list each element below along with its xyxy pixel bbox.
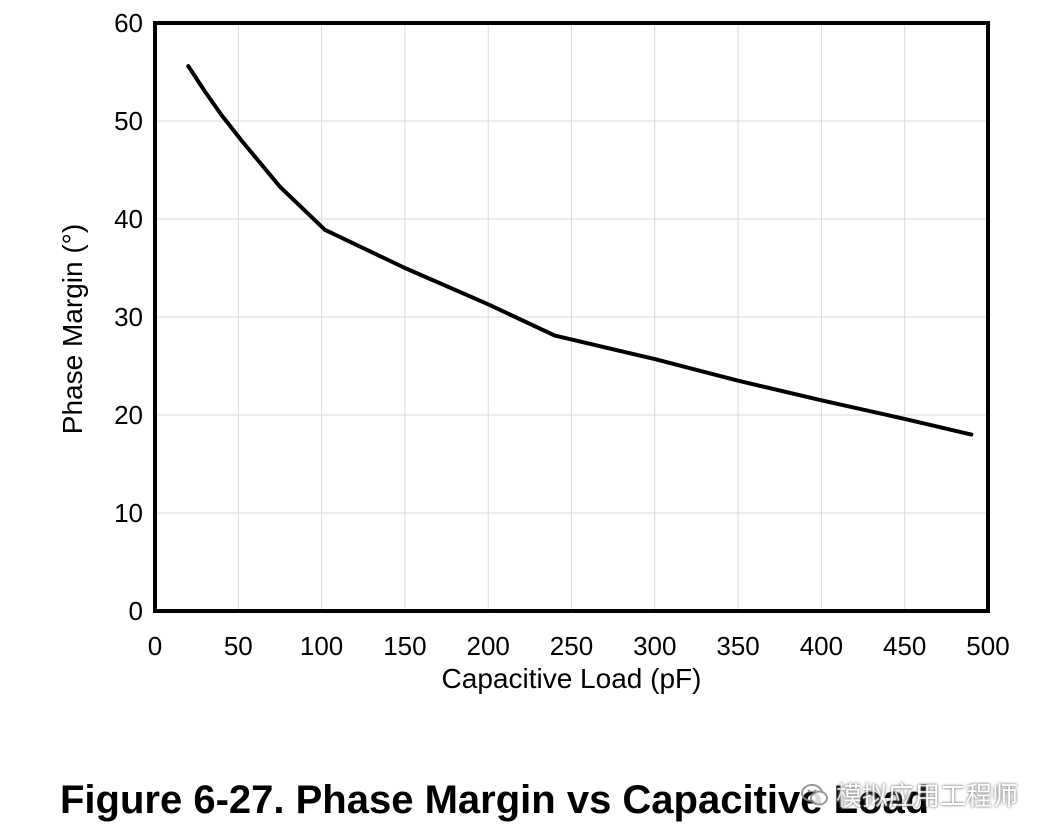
y-tick-label: 0 [129, 596, 143, 626]
x-tick-label: 150 [383, 631, 426, 661]
y-tick-label: 50 [114, 106, 143, 136]
x-tick-label: 350 [716, 631, 759, 661]
figure-caption: Figure 6-27. Phase Margin vs Capacitive … [60, 778, 930, 822]
x-tick-label: 300 [633, 631, 676, 661]
x-tick-label: 50 [224, 631, 253, 661]
chart: 0 50 100 150 200 250 300 350 400 450 500 0 10 20 30 40… [57, 8, 1010, 694]
y-axis-title: Phase Margin (°) [57, 224, 88, 434]
x-tick-label: 400 [800, 631, 843, 661]
y-tick-label: 10 [114, 498, 143, 528]
x-tick-label: 250 [550, 631, 593, 661]
x-tick-label: 200 [467, 631, 510, 661]
y-tick-label: 60 [114, 8, 143, 38]
watermark-text: 模拟应用工程师 [836, 782, 1019, 812]
y-tick-label: 20 [114, 400, 143, 430]
x-tick-label: 500 [966, 631, 1009, 661]
x-tick-label: 0 [148, 631, 162, 661]
x-axis-title: Capacitive Load (pF) [442, 663, 702, 694]
wechat-icon [801, 783, 828, 805]
grid-lines [154, 22, 989, 612]
x-axis-ticks: 0 50 100 150 200 250 300 350 400 450 500 [148, 631, 1010, 661]
y-axis-ticks: 0 10 20 30 40 50 60 [114, 8, 143, 626]
y-tick-label: 30 [114, 302, 143, 332]
watermark: 模拟应用工程师 [800, 776, 1018, 813]
x-tick-label: 450 [883, 631, 926, 661]
y-tick-label: 40 [114, 204, 143, 234]
plot-frame [153, 21, 990, 613]
phase-margin-line [186, 64, 974, 437]
x-tick-label: 100 [300, 631, 343, 661]
